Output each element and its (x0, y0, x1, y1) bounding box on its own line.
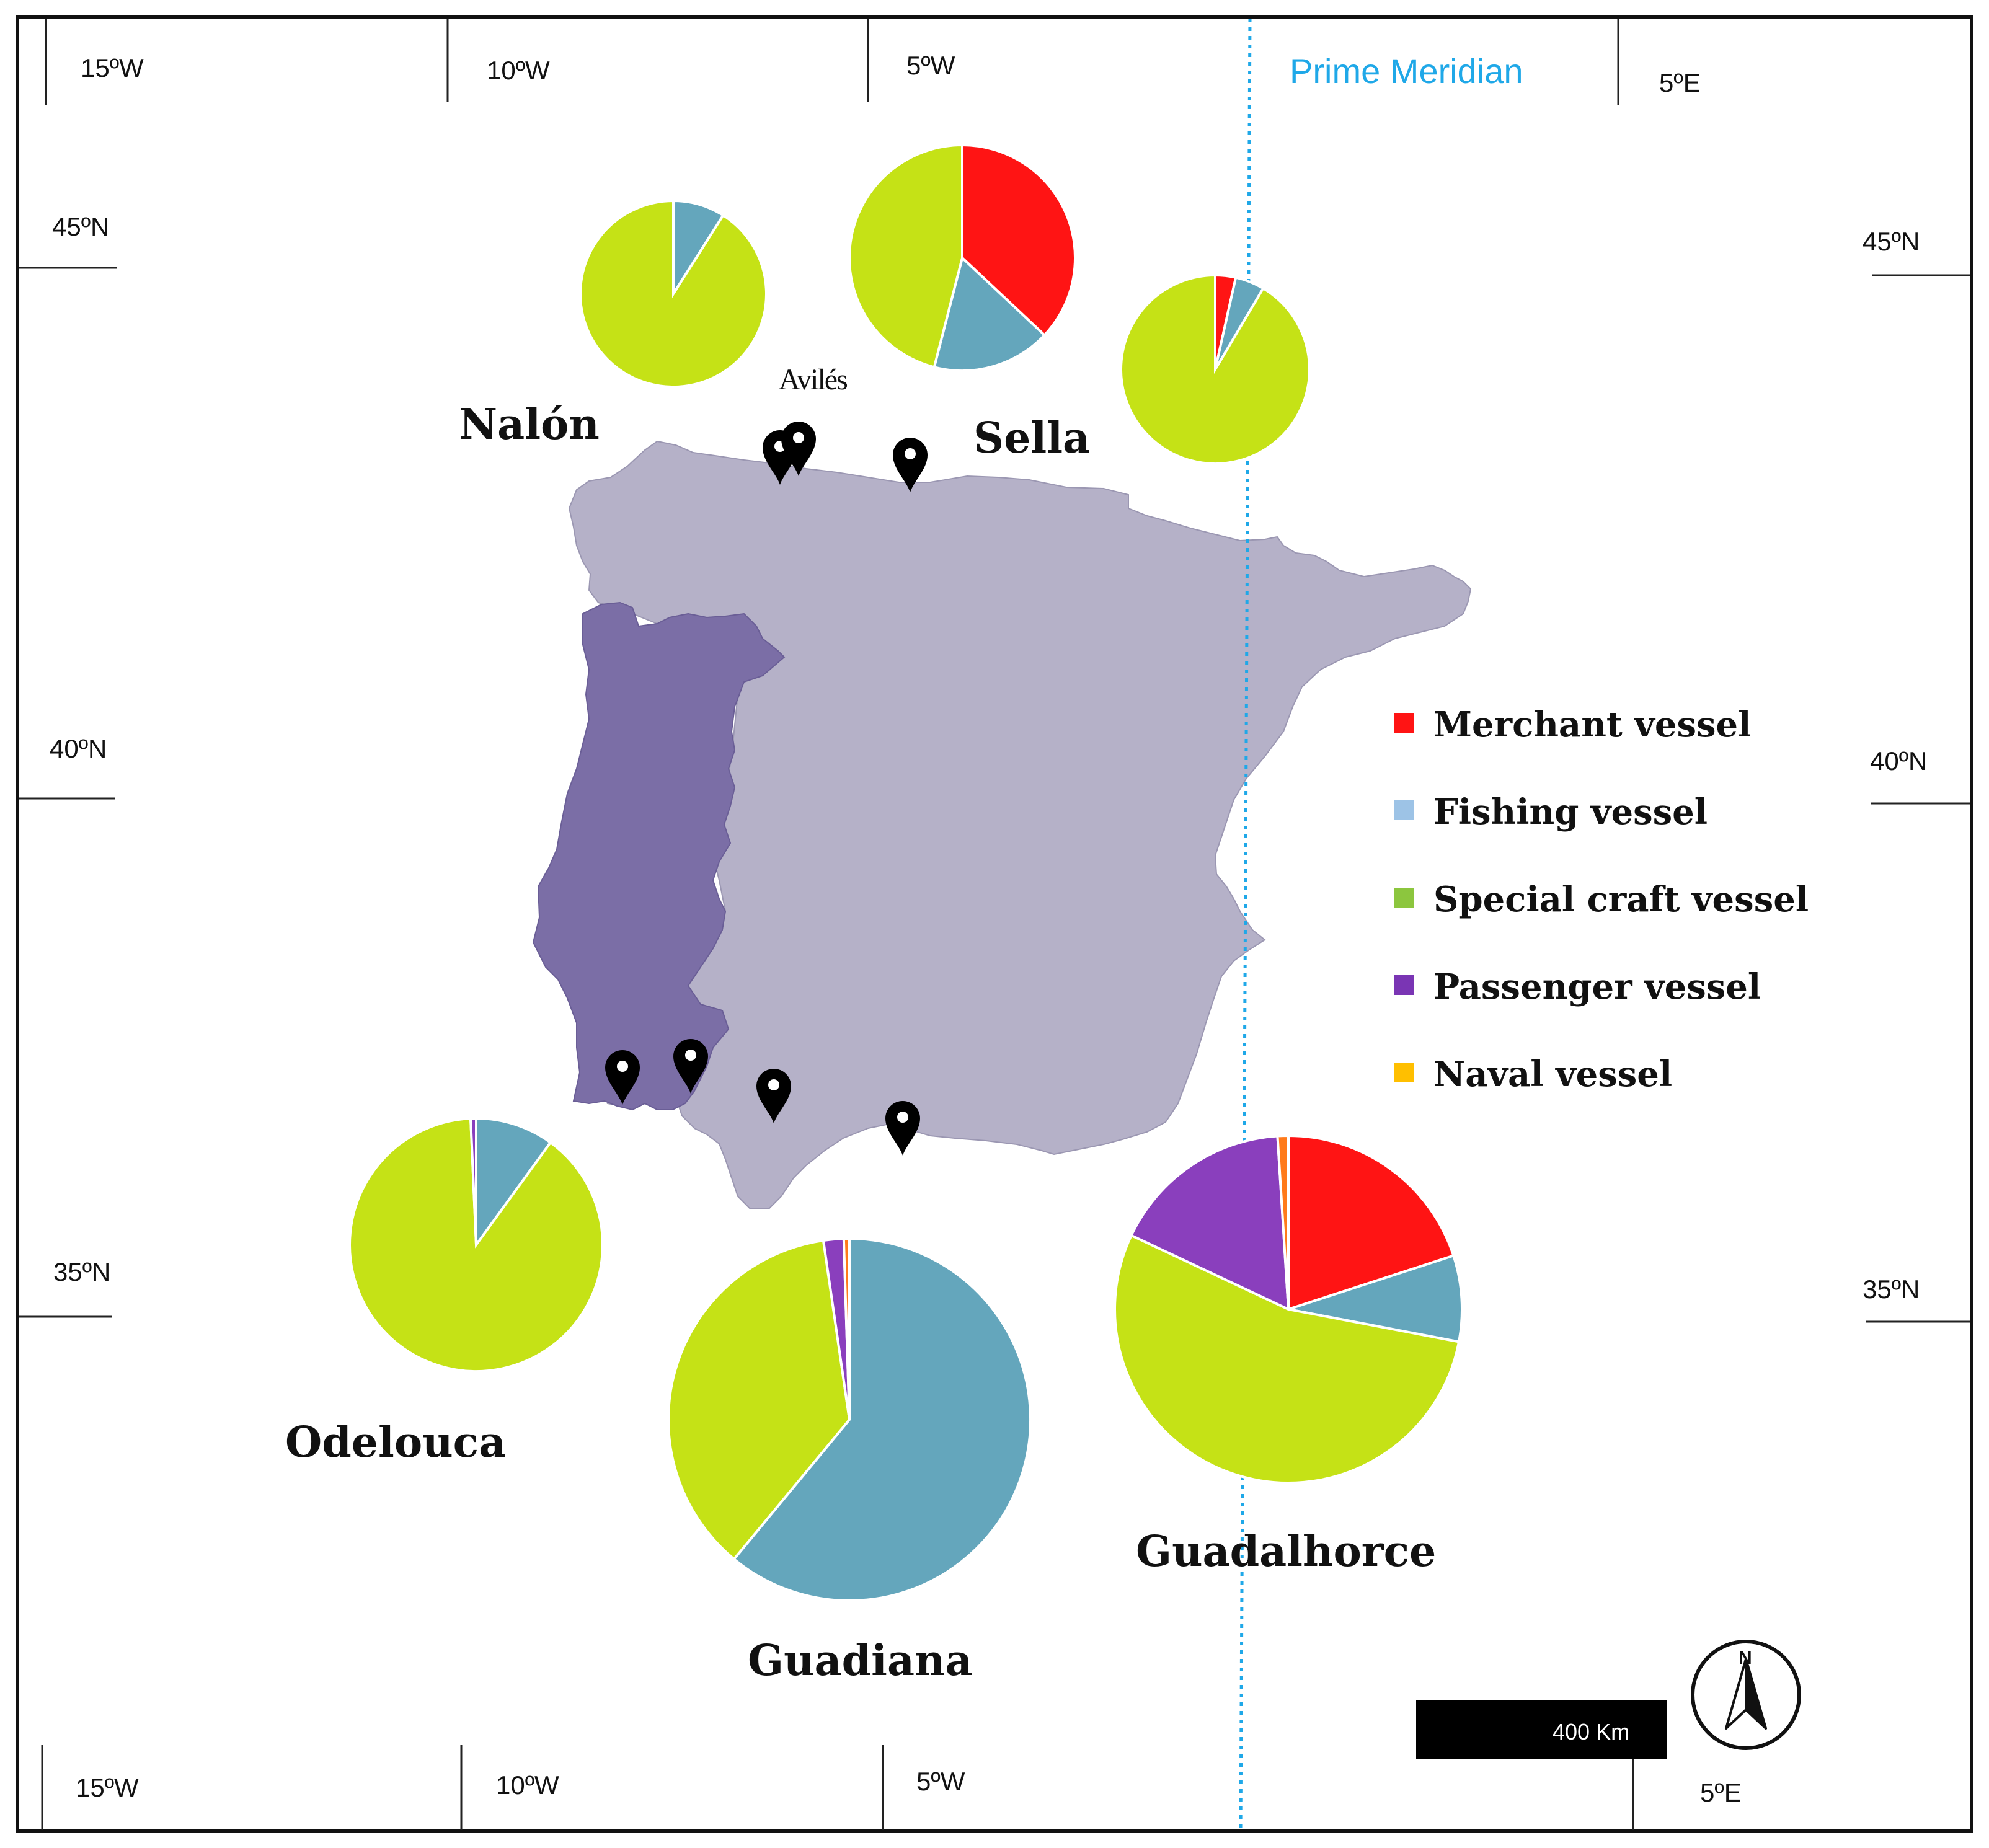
bottom-lon-label-15w: 15ºW (76, 1773, 139, 1802)
pie-slice-odelouca-passenger (469, 1116, 477, 1245)
site-label-guadiana: Guadiana (748, 1636, 973, 1686)
legend-label-passenger: Passenger vessel (1433, 966, 1761, 1007)
site-label-odelouca: Odelouca (285, 1418, 506, 1467)
pie-slice-odelouca-special-craft (348, 1117, 604, 1373)
site-label-guadalhorce: Guadalhorce (1136, 1527, 1436, 1576)
legend-swatch-naval (1394, 1063, 1414, 1082)
pie-slice-guadiana-special-craft (667, 1239, 851, 1561)
vessel-pie-charts (348, 143, 1463, 1602)
pie-slice-guadiana-naval (842, 1237, 851, 1420)
top-lon-label-15w: 15ºW (81, 53, 144, 82)
bottom-lon-label-10w: 10ºW (496, 1771, 559, 1800)
pie-slice-guadalhorce-passenger (1129, 1134, 1290, 1312)
pie-slice-aviles-merchant (961, 143, 1076, 337)
legend-swatch-passenger (1394, 975, 1414, 995)
pie-slice-guadalhorce-naval (1276, 1134, 1290, 1310)
north-label: N (1739, 1648, 1752, 1668)
pie-chart-guadalhorce (1114, 1134, 1463, 1484)
legend-label-merchant: Merchant vessel (1433, 704, 1751, 745)
right-lat-label-40n: 40ºN (1870, 746, 1927, 776)
pie-slice-sella-special-craft (1120, 273, 1311, 465)
scale-bar-label: 400 Km (1553, 1719, 1629, 1744)
legend-label-special-craft: Special craft vessel (1433, 879, 1809, 920)
legend-swatch-special-craft (1394, 888, 1414, 908)
left-latitude-ticks (19, 267, 117, 1318)
vessel-legend: Merchant vessel Fishing vessel Special cra… (1394, 704, 1809, 1095)
left-lat-label-45n: 45ºN (52, 212, 109, 241)
spain-landmass (568, 440, 1472, 1209)
map-pin-icon (605, 1050, 640, 1105)
map-pin-icon (893, 438, 928, 492)
pie-slice-guadalhorce-special-craft (1114, 1234, 1461, 1484)
legend-label-naval: Naval vessel (1433, 1054, 1672, 1095)
site-label-nalon: Nalón (459, 400, 600, 449)
legend-swatch-fishing (1394, 800, 1414, 820)
pie-slice-aviles-fishing (932, 255, 1047, 372)
pie-chart-odelouca (348, 1116, 604, 1373)
pie-slice-odelouca-fishing (475, 1116, 552, 1249)
site-markers (605, 422, 928, 1156)
map-pin-icon (885, 1101, 920, 1156)
prime-meridian-line (1239, 18, 1252, 1831)
pie-slice-guadiana-fishing (732, 1237, 1032, 1602)
left-lat-label-35n: 35ºN (53, 1257, 110, 1286)
right-lat-label-45n: 45ºN (1863, 227, 1920, 256)
left-lat-label-40n: 40ºN (50, 734, 107, 763)
map-pin-icon (781, 422, 816, 476)
right-lat-label-35n: 35ºN (1863, 1275, 1920, 1304)
map-pin-icon (673, 1039, 708, 1094)
top-lon-label-10w: 10ºW (487, 56, 550, 85)
top-longitude-ticks (45, 19, 1619, 105)
pie-chart-nalon (579, 199, 768, 388)
legend-swatch-merchant (1394, 713, 1414, 733)
site-label-sella: Sella (973, 413, 1090, 463)
pie-chart-sella (1120, 273, 1311, 465)
top-lon-label-5e: 5ºE (1659, 68, 1701, 97)
bottom-lon-label-5e: 5ºE (1700, 1778, 1742, 1807)
pie-slice-nalon-special-craft (579, 199, 768, 388)
bottom-lon-label-5w: 5ºW (916, 1767, 965, 1796)
north-arrow-icon: N (1691, 1640, 1801, 1750)
right-latitude-ticks (1866, 274, 1970, 1323)
scale-bar (1416, 1700, 1667, 1759)
legend-label-fishing: Fishing vessel (1433, 792, 1708, 833)
prime-meridian-label: Prime Meridian (1290, 51, 1523, 91)
pie-slice-guadalhorce-merchant (1287, 1134, 1455, 1311)
pie-chart-guadiana (667, 1237, 1032, 1602)
portugal-landmass (532, 601, 786, 1111)
map-pin-icon (756, 1069, 791, 1123)
site-label-aviles: Avilés (779, 363, 847, 396)
pie-slice-guadalhorce-fishing (1288, 1253, 1463, 1343)
top-lon-label-5w: 5ºW (906, 51, 955, 80)
pie-chart-aviles (848, 143, 1076, 372)
pie-slice-aviles-special-craft (848, 143, 963, 369)
